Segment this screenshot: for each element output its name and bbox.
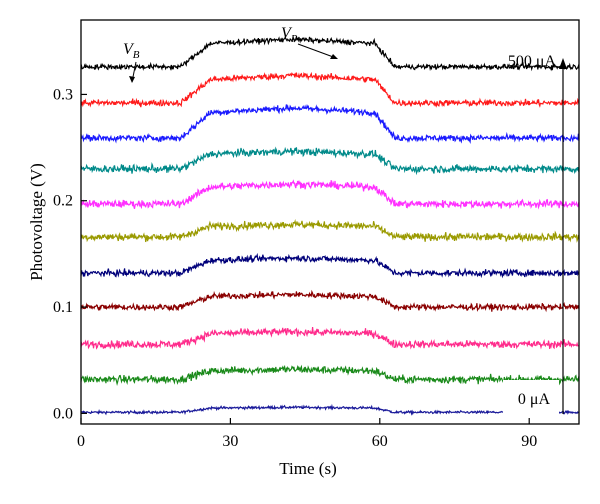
y-axis-label: Photovoltage (V) — [27, 163, 46, 281]
series-line-9 — [80, 103, 580, 144]
series-line-7 — [80, 179, 580, 210]
series-layer — [80, 36, 580, 416]
y-tick-label: 0.0 — [53, 405, 73, 422]
vp-subscript: P — [290, 33, 298, 45]
current-arrow-head — [559, 58, 567, 69]
x-tick-label: 60 — [372, 433, 388, 450]
vp-label: V — [281, 25, 293, 42]
svg-text:VB: VB — [123, 41, 140, 61]
series-line-1 — [80, 403, 580, 416]
series-line-11 — [80, 36, 580, 72]
x-tick-label: 30 — [222, 433, 238, 450]
vb-label: V — [123, 41, 135, 58]
series-line-5 — [80, 252, 580, 279]
series-line-6 — [80, 218, 580, 243]
y-tick-label: 0.2 — [53, 193, 73, 210]
bottom-label-mask — [503, 380, 559, 416]
x-tick-label: 0 — [77, 433, 85, 450]
vp-annotation: VP — [281, 25, 338, 59]
top-current-label: 500 μA — [508, 53, 557, 70]
series-line-3 — [80, 326, 580, 350]
x-axis-label: Time (s) — [279, 459, 336, 478]
svg-text:VP: VP — [281, 25, 298, 45]
vp-arrow — [297, 43, 337, 59]
plot-frame — [80, 19, 580, 425]
ticks-layer: 0 30 60 90 0.0 0.1 0.2 0.3 — [53, 86, 537, 450]
vb-annotation: VB — [123, 41, 140, 83]
series-line-10 — [80, 71, 580, 108]
series-line-4 — [80, 289, 580, 313]
series-line-8 — [80, 146, 580, 176]
bottom-current-label: 0 μA — [518, 391, 551, 408]
vb-subscript: B — [133, 49, 140, 61]
x-tick-label: 90 — [521, 433, 537, 450]
y-tick-label: 0.3 — [53, 86, 73, 103]
y-tick-label: 0.1 — [53, 299, 73, 316]
series-line-2 — [80, 364, 580, 387]
